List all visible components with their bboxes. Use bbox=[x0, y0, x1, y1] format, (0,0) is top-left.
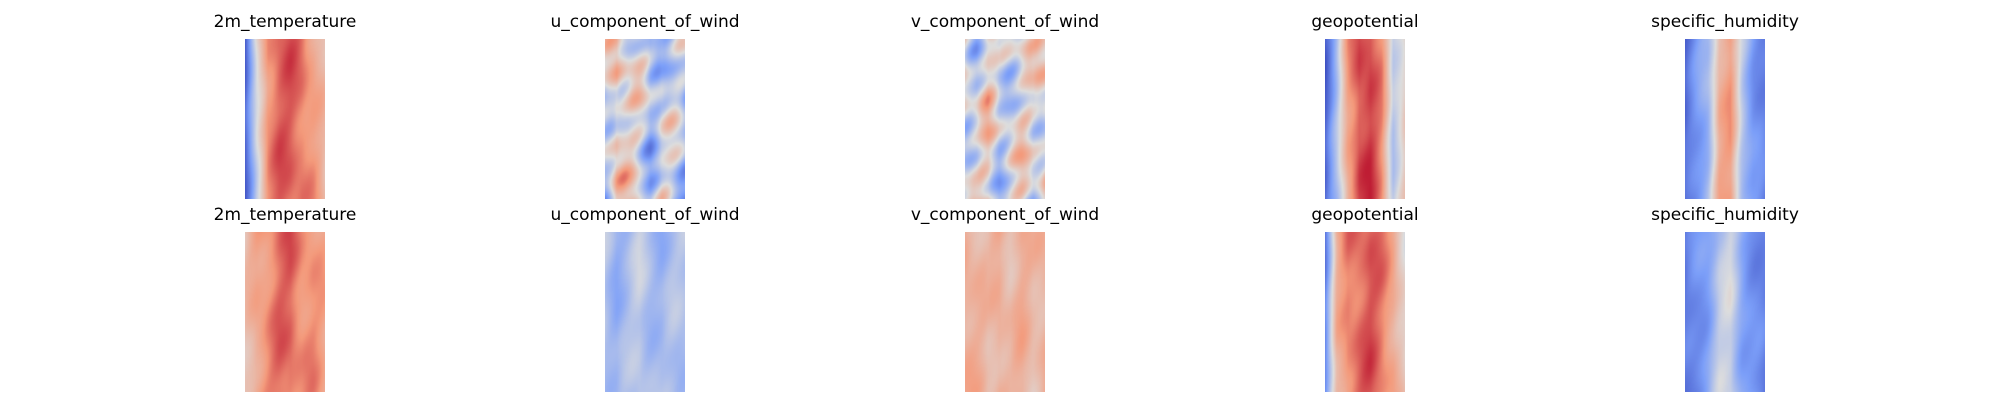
heatmap-v-component-of-wind-row-2 bbox=[965, 232, 1045, 392]
heatmap-specific-humidity-row-2 bbox=[1685, 232, 1765, 392]
panel-title: geopotential bbox=[1311, 205, 1419, 225]
panel-title: v_component_of_wind bbox=[910, 205, 1100, 225]
panel-title: specific_humidity bbox=[1651, 12, 1799, 32]
panel-title: 2m_temperature bbox=[213, 12, 357, 32]
panel-title: specific_humidity bbox=[1651, 205, 1799, 225]
panel-title: geopotential bbox=[1311, 12, 1419, 32]
heatmap-geopotential-row-2 bbox=[1325, 232, 1405, 392]
panel-title: u_component_of_wind bbox=[550, 12, 740, 32]
heatmap-2m-temperature-row-2 bbox=[245, 232, 325, 392]
heatmap-v-component-of-wind-row-1 bbox=[965, 39, 1045, 199]
panel-title: u_component_of_wind bbox=[550, 205, 740, 225]
heatmap-specific-humidity-row-1 bbox=[1685, 39, 1765, 199]
heatmap-2m-temperature-row-1 bbox=[245, 39, 325, 199]
panel-title: v_component_of_wind bbox=[910, 12, 1100, 32]
heatmap-u-component-of-wind-row-2 bbox=[605, 232, 685, 392]
heatmap-u-component-of-wind-row-1 bbox=[605, 39, 685, 199]
heatmap-geopotential-row-1 bbox=[1325, 39, 1405, 199]
panel-title: 2m_temperature bbox=[213, 205, 357, 225]
